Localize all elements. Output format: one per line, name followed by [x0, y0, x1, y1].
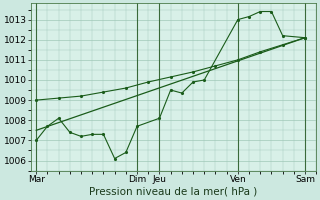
X-axis label: Pression niveau de la mer( hPa ): Pression niveau de la mer( hPa ) — [89, 187, 258, 197]
